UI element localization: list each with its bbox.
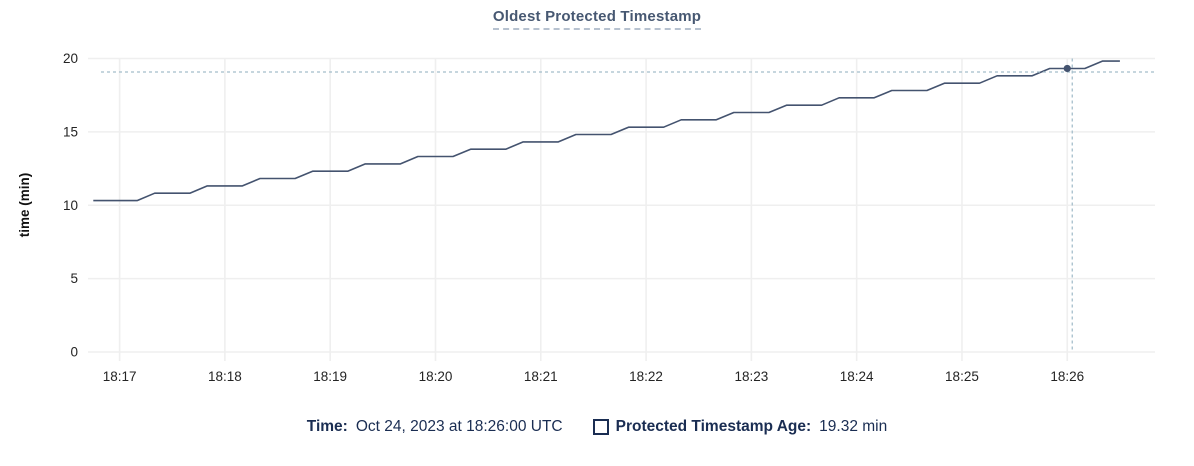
x-tick-label: 18:19 (313, 369, 347, 384)
legend-series-value: 19.32 min (819, 418, 888, 435)
legend-series-label: Protected Timestamp Age: (615, 418, 812, 435)
y-tick-label: 15 (63, 124, 78, 139)
x-tick-label: 18:18 (208, 369, 242, 384)
y-axis-title: time (min) (17, 173, 32, 238)
series-layer (93, 60, 1120, 202)
x-tick-label: 18:25 (945, 369, 979, 384)
x-tick-label: 18:24 (840, 369, 874, 384)
chart-tooltip-row: Time: Oct 24, 2023 at 18:26:00 UTC Prote… (0, 414, 1194, 440)
legend-item-protected-timestamp-age[interactable]: Protected Timestamp Age: 19.32 min (592, 414, 888, 440)
chart-title[interactable]: Oldest Protected Timestamp (492, 8, 702, 30)
x-tick-label: 18:20 (419, 369, 453, 384)
chart-title-row: Oldest Protected Timestamp (0, 8, 1194, 30)
x-tick-label: 18:17 (103, 369, 137, 384)
axis-label-layer: 0 5 10 15 20 18:17 18:18 18:19 18:20 18:21 18:22 18… (17, 51, 1084, 384)
series-swatch-icon (592, 419, 609, 435)
tooltip-time-label: Time: (306, 418, 348, 435)
y-tick-label: 5 (70, 271, 78, 286)
series-line-protected-timestamp-age (93, 60, 1120, 202)
crosshair-layer (101, 58, 1155, 350)
crosshair-data-point-dot (1063, 64, 1071, 73)
x-tick-label: 18:21 (524, 369, 558, 384)
y-tick-label: 20 (63, 51, 78, 66)
y-tick-label: 10 (63, 198, 78, 213)
x-tick-label: 18:22 (629, 369, 663, 384)
tooltip-time-value: Oct 24, 2023 at 18:26:00 UTC (355, 418, 563, 435)
grid-layer (88, 57, 1155, 361)
x-tick-label: 18:26 (1050, 369, 1084, 384)
x-tick-label: 18:23 (734, 369, 768, 384)
tooltip-time: Time: Oct 24, 2023 at 18:26:00 UTC (307, 414, 563, 440)
chart-canvas[interactable]: 0 5 10 15 20 18:17 18:18 18:19 18:20 18:21 18:22 18… (0, 0, 1194, 400)
y-tick-label: 0 (70, 345, 78, 360)
